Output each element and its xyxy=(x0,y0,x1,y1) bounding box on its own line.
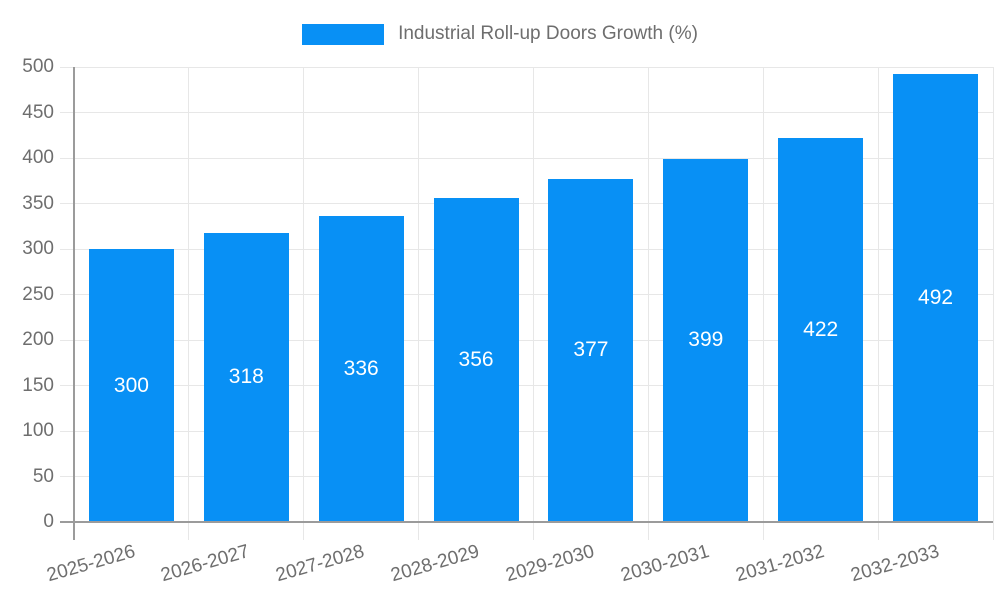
bar-2026-2027[interactable] xyxy=(203,232,289,522)
x-tick-label-2026-2027: 2026-2027 xyxy=(158,541,253,587)
gridline-y-200 xyxy=(60,339,993,341)
bar-2025-2026[interactable] xyxy=(88,249,174,522)
bar-2028-2029[interactable] xyxy=(433,198,519,522)
gridline-y-100 xyxy=(60,430,993,432)
gridline-y-50 xyxy=(60,476,993,477)
y-tick-label-300: 300 xyxy=(22,238,54,259)
y-tick-label-50: 50 xyxy=(32,465,54,487)
y-tick-label-0: 0 xyxy=(43,511,54,532)
gridline-x-7 xyxy=(877,67,879,540)
x-tick-label-2030-2031: 2030-2031 xyxy=(618,541,712,587)
gridline-y-300 xyxy=(60,248,993,250)
y-axis-line xyxy=(73,67,75,540)
x-tick-label-2025-2026: 2025-2026 xyxy=(44,541,138,587)
gridline-x-2 xyxy=(303,67,305,540)
y-tick-label-150: 150 xyxy=(22,374,54,396)
gridline-y-350 xyxy=(60,203,993,204)
legend-item[interactable]: Industrial Roll-up Doors Growth (%) xyxy=(0,22,1000,46)
gridline-x-8 xyxy=(992,67,994,540)
gridline-y-150 xyxy=(60,385,993,386)
gridline-x-3 xyxy=(418,67,420,540)
bar-2032-2033[interactable] xyxy=(893,74,979,522)
bar-2031-2032[interactable] xyxy=(778,137,864,522)
legend-label: Industrial Roll-up Doors Growth (%) xyxy=(398,23,698,44)
gridline-y-500 xyxy=(60,66,993,68)
x-tick-label-2029-2030: 2029-2030 xyxy=(503,541,597,587)
x-axis-line xyxy=(60,521,993,523)
y-tick-label-500: 500 xyxy=(22,56,54,77)
y-tick-label-450: 450 xyxy=(22,101,54,123)
gridline-y-400 xyxy=(60,157,993,159)
y-tick-label-200: 200 xyxy=(22,329,54,350)
x-tick-label-2032-2033: 2032-2033 xyxy=(848,541,942,587)
x-tick-label-2027-2028: 2027-2028 xyxy=(273,541,367,587)
gridline-x-5 xyxy=(647,67,649,540)
gridline-x-6 xyxy=(762,67,764,540)
y-tick-label-350: 350 xyxy=(22,192,54,214)
x-tick-label-2028-2029: 2028-2029 xyxy=(388,541,482,587)
gridline-y-250 xyxy=(60,294,993,295)
gridline-x-1 xyxy=(188,67,190,540)
bar-2029-2030[interactable] xyxy=(548,178,634,522)
bar-2027-2028[interactable] xyxy=(318,216,404,522)
gridline-y-450 xyxy=(60,112,993,113)
gridline-x-4 xyxy=(533,67,534,540)
y-tick-label-250: 250 xyxy=(22,283,54,305)
x-tick-label-2031-2032: 2031-2032 xyxy=(733,541,827,587)
y-tick-label-100: 100 xyxy=(22,420,54,441)
bar-2030-2031[interactable] xyxy=(663,158,749,522)
y-tick-label-400: 400 xyxy=(22,147,54,168)
legend-swatch-icon xyxy=(302,23,385,45)
